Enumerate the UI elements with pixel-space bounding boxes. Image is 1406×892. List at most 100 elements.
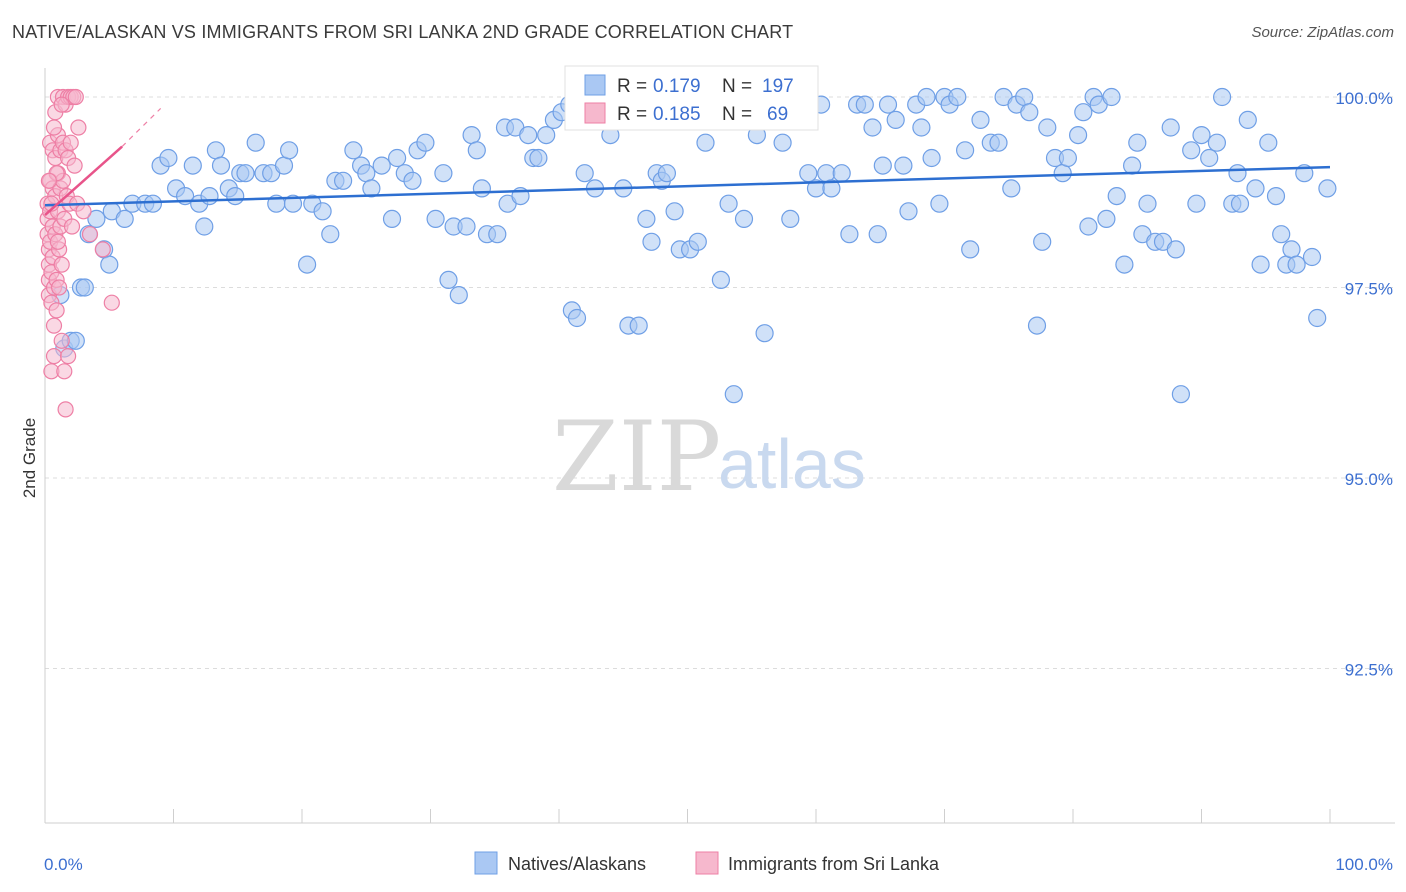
point-natives xyxy=(637,209,656,228)
point-srilanka xyxy=(57,401,74,418)
point-natives xyxy=(211,156,231,175)
point-natives xyxy=(724,385,743,404)
y-tick-label: 95.0% xyxy=(1345,470,1393,489)
point-natives xyxy=(1115,255,1134,274)
trend-extension-srilanka xyxy=(121,108,162,147)
point-natives xyxy=(1107,187,1126,206)
point-natives xyxy=(1238,110,1257,130)
point-natives xyxy=(1282,240,1301,259)
point-natives xyxy=(930,194,949,213)
point-natives xyxy=(439,270,458,289)
series-legend: Natives/Alaskans Immigrants from Sri Lan… xyxy=(474,851,940,875)
point-srilanka xyxy=(53,256,70,273)
point-srilanka xyxy=(48,302,65,319)
stats-legend: R = 0.179 N = 197 R = 0.185 N = 69 xyxy=(564,65,819,131)
point-natives xyxy=(912,118,931,137)
grid-lines xyxy=(45,96,1395,669)
point-natives xyxy=(236,164,255,183)
point-natives xyxy=(1033,232,1052,251)
point-natives xyxy=(878,95,898,114)
point-natives xyxy=(488,225,507,244)
point-natives xyxy=(115,209,134,228)
point-natives xyxy=(1228,164,1247,183)
point-srilanka xyxy=(66,157,83,174)
point-natives xyxy=(100,255,119,274)
point-natives xyxy=(195,217,214,236)
point-srilanka xyxy=(63,218,81,235)
point-natives xyxy=(200,187,219,206)
point-natives xyxy=(894,156,913,175)
axes xyxy=(44,68,1395,824)
point-natives xyxy=(1318,179,1337,198)
point-srilanka xyxy=(59,348,77,365)
point-srilanka xyxy=(81,226,99,243)
point-natives xyxy=(868,225,887,244)
point-natives xyxy=(863,118,882,137)
point-natives xyxy=(1074,103,1093,122)
legend-r-label-2: R = xyxy=(617,104,647,125)
x-tick-label-max: 100.0% xyxy=(1335,855,1393,874)
point-natives xyxy=(696,133,715,152)
point-natives xyxy=(449,286,468,305)
point-natives xyxy=(971,110,990,130)
point-srilanka xyxy=(94,241,111,258)
point-srilanka xyxy=(45,317,63,334)
point-natives xyxy=(711,270,731,289)
point-srilanka xyxy=(45,348,63,365)
point-natives xyxy=(1166,240,1185,259)
y-tick-label: 100.0% xyxy=(1335,89,1393,108)
point-natives xyxy=(334,171,353,190)
legend-r-value-natives: 0.179 xyxy=(653,76,701,97)
bottom-legend-label-natives: Natives/Alaskans xyxy=(508,854,646,874)
point-natives xyxy=(357,164,376,183)
point-natives xyxy=(832,164,851,183)
point-natives xyxy=(75,278,94,297)
point-natives xyxy=(519,126,538,145)
data-points xyxy=(39,87,1337,418)
source-label: Source: ZipAtlas.com xyxy=(1251,24,1394,41)
point-natives xyxy=(1212,87,1232,107)
point-natives xyxy=(362,179,381,198)
point-natives xyxy=(280,141,299,160)
point-srilanka xyxy=(45,119,63,136)
point-srilanka xyxy=(53,96,70,113)
watermark-atlas: atlas xyxy=(718,425,866,503)
point-natives xyxy=(416,133,435,152)
point-natives xyxy=(948,87,967,107)
legend-n-label-2: N = xyxy=(722,104,752,125)
point-natives xyxy=(840,225,859,244)
point-natives xyxy=(467,141,486,160)
point-natives xyxy=(298,255,317,274)
point-natives xyxy=(1266,187,1286,206)
point-natives xyxy=(206,141,225,160)
legend-r-label-1: R = xyxy=(617,76,647,97)
point-natives xyxy=(773,133,792,152)
x-tick-label-min: 0.0% xyxy=(44,855,83,874)
point-natives xyxy=(372,156,391,175)
y-tick-labels: 100.0% 97.5% 95.0% 92.5% xyxy=(1335,89,1393,680)
point-srilanka xyxy=(56,363,73,380)
legend-swatch-srilanka xyxy=(584,102,606,124)
point-natives xyxy=(388,148,407,168)
point-srilanka xyxy=(62,134,79,151)
point-natives xyxy=(1302,247,1322,267)
point-natives xyxy=(657,164,677,183)
point-natives xyxy=(1138,194,1157,213)
point-natives xyxy=(629,316,648,335)
point-natives xyxy=(1287,255,1306,274)
y-tick-label: 97.5% xyxy=(1345,280,1393,299)
point-natives xyxy=(899,202,918,221)
point-natives xyxy=(1097,209,1116,228)
bottom-legend-label-srilanka: Immigrants from Sri Lanka xyxy=(728,854,940,874)
point-natives xyxy=(1002,179,1021,198)
point-natives xyxy=(183,156,202,175)
watermark: ZIP atlas xyxy=(552,401,866,513)
point-natives xyxy=(855,95,874,114)
point-natives xyxy=(143,194,162,213)
point-natives xyxy=(457,217,476,236)
point-natives xyxy=(1058,148,1078,168)
point-natives xyxy=(529,148,548,168)
point-natives xyxy=(403,171,422,190)
point-natives xyxy=(66,331,85,350)
